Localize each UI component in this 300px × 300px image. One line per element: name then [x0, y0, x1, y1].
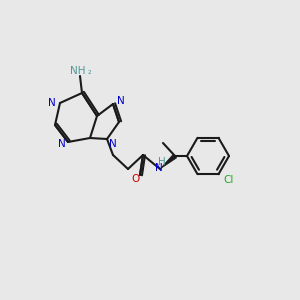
Text: Cl: Cl: [224, 175, 234, 185]
Text: N: N: [109, 139, 117, 149]
Text: N: N: [58, 139, 66, 149]
Text: N: N: [155, 163, 163, 173]
Text: O: O: [132, 174, 140, 184]
Text: H: H: [158, 157, 166, 167]
Text: N: N: [48, 98, 56, 108]
Text: NH: NH: [70, 66, 86, 76]
Text: N: N: [117, 96, 125, 106]
Text: ₂: ₂: [87, 67, 91, 76]
Polygon shape: [160, 154, 177, 169]
